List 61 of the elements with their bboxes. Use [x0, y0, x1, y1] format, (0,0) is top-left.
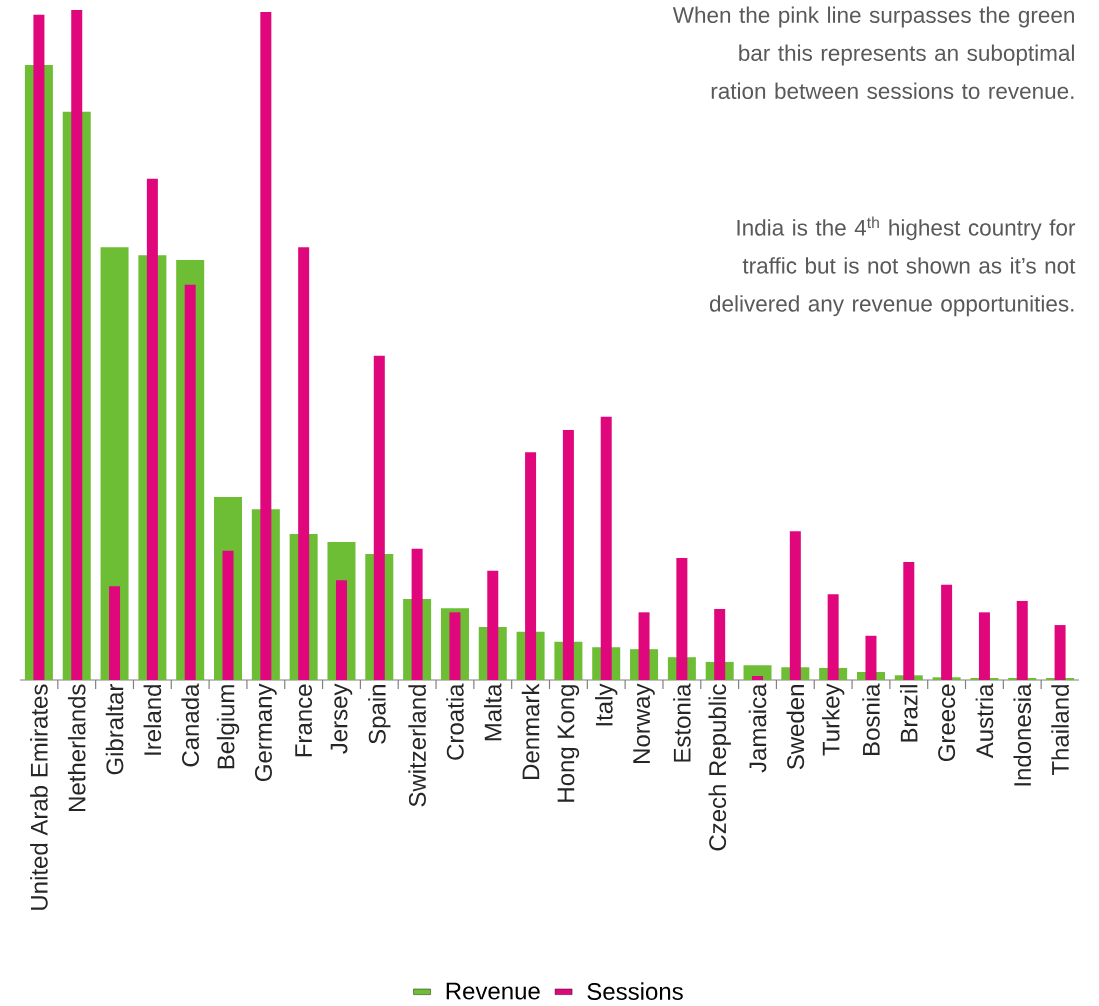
- x-tick-label: Italy: [595, 683, 618, 726]
- x-tick-label: Gibraltar: [105, 683, 124, 775]
- bar: [33, 14, 45, 680]
- bar: [373, 355, 385, 680]
- x-tick-label: Thailand: [1051, 685, 1069, 776]
- x-tick-label: Belgium: [216, 685, 240, 769]
- bar: [100, 247, 129, 680]
- x-tick-label: Switzerland: [408, 685, 426, 807]
- bar: [941, 584, 953, 680]
- legend-label: Sessions: [587, 982, 683, 1000]
- annotation: India is the 4$^{th}$ highest country for traffic but is not shown as it’s not delivered any revenue opportunities.: [709, 216, 1076, 317]
- x-tick-label: Brazil: [899, 685, 918, 742]
- x-tick-label: Estonia: [673, 683, 691, 762]
- bar: [1016, 600, 1028, 680]
- bar: [752, 675, 764, 680]
- x-tick-label: France: [295, 684, 313, 757]
- x-tick-label: Croatia: [446, 683, 464, 760]
- x-tick-label: Jersey: [330, 683, 353, 754]
- x-tick-label: Malta: [483, 683, 502, 741]
- bar: [487, 570, 499, 680]
- bar: [298, 247, 310, 680]
- bar: [71, 9, 83, 680]
- x-tick-label: Netherlands: [67, 684, 86, 811]
- bar: [411, 548, 423, 680]
- x-tick-label: United Arab Emirates: [30, 684, 48, 910]
- annotation: When the pink line surpasses the green bar this represents an suboptimal ration between sessions to revenue.: [672, 6, 1074, 100]
- x-tick-label: Czech Republic: [708, 684, 731, 851]
- x-tick-label: Jamaica: [748, 683, 767, 773]
- bar: [789, 531, 801, 680]
- bar: [449, 612, 461, 680]
- bar: [146, 178, 158, 680]
- x-tick-label: Spain: [368, 685, 391, 744]
- x-tick-label: Denmark: [521, 683, 540, 779]
- x-tick-label: Norway: [633, 683, 655, 763]
- x-tick-label: Sweden: [786, 685, 805, 770]
- bar: [903, 562, 915, 680]
- bar: [184, 284, 196, 680]
- bar: [525, 452, 537, 680]
- x-tick-label: Greece: [938, 684, 956, 762]
- bar: [260, 12, 272, 680]
- x-tick-label: Bosnia: [862, 683, 880, 755]
- bar: [827, 594, 839, 680]
- bar: [865, 635, 877, 680]
- x-tick-label: Hong Kong: [557, 685, 580, 802]
- bar: [676, 558, 688, 680]
- legend-label: Revenue: [446, 982, 540, 1000]
- bar: [1054, 625, 1066, 680]
- x-tick-label: Canada: [181, 683, 200, 767]
- x-tick-label: Turkey: [821, 683, 845, 756]
- x-tick-label: Germany: [254, 683, 277, 782]
- bar: [638, 612, 650, 680]
- x-tick-label: Ireland: [143, 685, 162, 755]
- x-tick-label: Austria: [975, 683, 994, 759]
- bar: [222, 550, 234, 680]
- bar: [562, 430, 574, 680]
- x-tick-label: Indonesia: [1013, 683, 1032, 786]
- bar: [978, 612, 990, 680]
- bar: [109, 586, 121, 680]
- bar: [600, 416, 612, 680]
- bar: [714, 608, 726, 680]
- bar: [335, 580, 347, 680]
